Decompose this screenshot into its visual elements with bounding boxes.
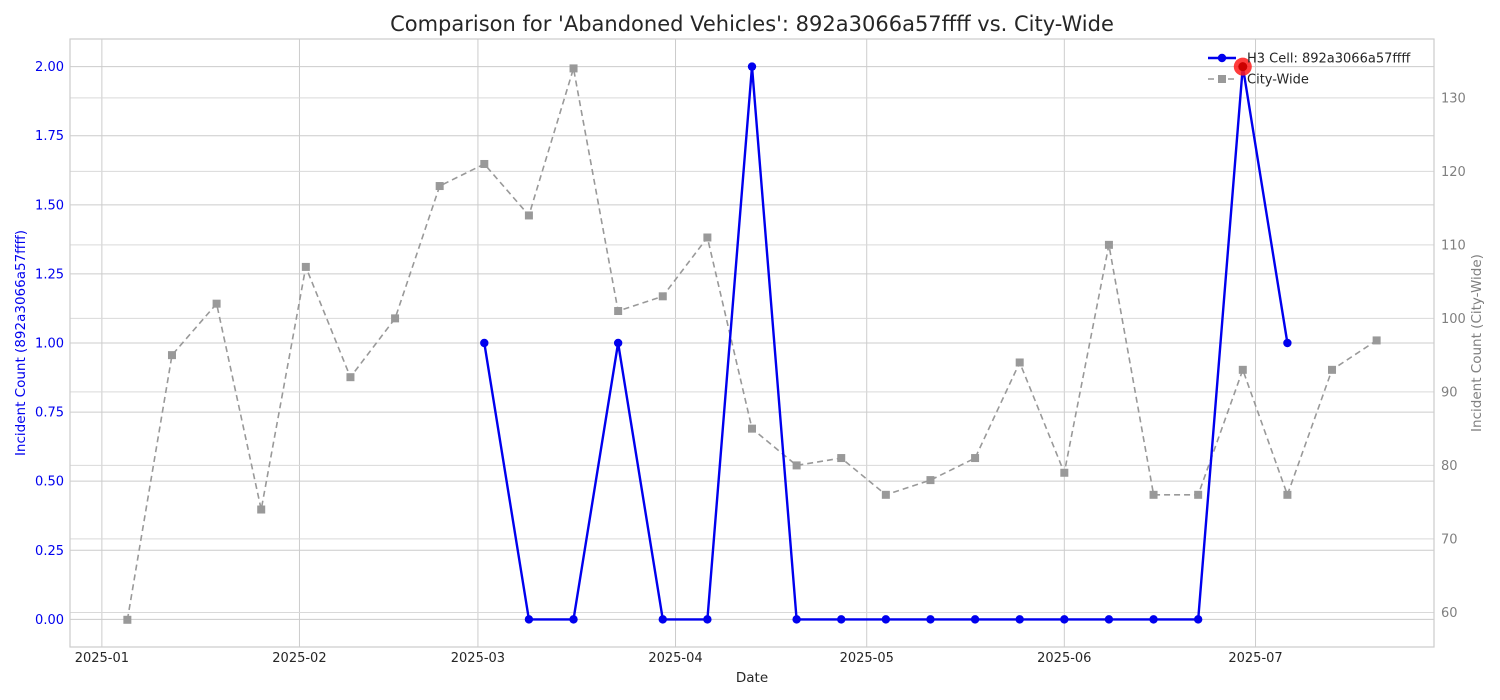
series-layer	[123, 57, 1381, 624]
city-wide-point	[1328, 365, 1337, 374]
city-wide-point	[1238, 365, 1247, 374]
city-wide-point	[881, 490, 890, 499]
city-wide-point	[1104, 240, 1113, 249]
city-wide-point	[1149, 490, 1158, 499]
x-tick-label: 2025-07	[1228, 651, 1282, 666]
h3-cell-point	[792, 615, 801, 624]
city-wide-point	[346, 373, 355, 382]
city-wide-point	[167, 351, 176, 360]
x-tick-label: 2025-03	[451, 651, 505, 666]
x-tick-label: 2025-01	[75, 651, 129, 666]
city-wide-point	[524, 211, 533, 220]
y-right-tick-label: 70	[1441, 532, 1458, 547]
city-wide-point	[792, 461, 801, 470]
x-axis-label: Date	[736, 670, 768, 686]
h3-cell-point	[658, 615, 667, 624]
y-left-tick-label: 1.50	[35, 198, 64, 213]
h3-cell-point	[926, 615, 935, 624]
city-wide-point	[1283, 490, 1292, 499]
city-wide-point	[748, 424, 756, 433]
h3-cell-point	[703, 615, 712, 624]
chart-title: Comparison for 'Abandoned Vehicles': 892…	[390, 12, 1114, 36]
h3-cell-point	[881, 615, 891, 624]
y-right-tick-label: 80	[1441, 459, 1458, 474]
plot-frame	[69, 38, 1435, 648]
city-wide-point	[569, 64, 578, 73]
x-tick-label: 2025-05	[840, 651, 894, 666]
city-wide-point	[212, 299, 221, 308]
y-right-tick-label: 120	[1441, 165, 1466, 180]
x-tick-label: 2025-06	[1037, 651, 1091, 666]
legend-h3-label: H3 Cell: 892a3066a57ffff	[1247, 52, 1411, 67]
y-right-tick-label: 90	[1441, 385, 1458, 400]
h3-cell-point	[613, 338, 623, 348]
highlight-point-core	[1238, 62, 1248, 72]
legend-city-label: City-Wide	[1247, 73, 1309, 88]
x-tick-label: 2025-02	[272, 651, 326, 666]
city-wide-point	[257, 505, 266, 514]
city-wide-point	[123, 615, 132, 624]
y-left-tick-label: 2.00	[35, 60, 64, 75]
city-wide-point	[301, 262, 310, 271]
legend: H3 Cell: 892a3066a57ffff City-Wide	[1208, 52, 1411, 88]
y-axis-right-label: Incident Count (City-Wide)	[1469, 254, 1485, 432]
legend-h3-marker	[1217, 53, 1227, 63]
x-tick-label: 2025-04	[648, 651, 702, 666]
h3-cell-point	[747, 62, 757, 71]
h3-cell-point	[569, 615, 578, 624]
y-axis-left-label: Incident Count (892a3066a57ffff)	[13, 230, 29, 456]
y-right-tick-label: 130	[1441, 91, 1466, 106]
h3-cell-point	[524, 615, 534, 624]
y-right-tick-label: 110	[1441, 238, 1466, 253]
legend-city-marker	[1218, 75, 1226, 83]
axes: 2025-01 2025-02 2025-03 2025-04 2025-05 2025-…	[35, 60, 1466, 666]
y-left-tick-label: 1.00	[35, 337, 64, 352]
city-wide-point	[1372, 336, 1381, 345]
city-wide-point	[391, 314, 400, 323]
y-left-tick-label: 0.75	[35, 406, 64, 421]
city-wide-point	[1060, 468, 1069, 477]
city-wide-point	[926, 476, 935, 485]
y-left-tick-label: 0.50	[35, 475, 64, 490]
city-wide-point	[1015, 358, 1024, 367]
y-left-tick-label: 0.25	[35, 544, 64, 559]
city-wide-point	[703, 233, 712, 242]
city-wide-point	[837, 454, 846, 463]
y-left-tick-label: 1.75	[35, 129, 64, 144]
h3-cell-series	[480, 62, 1292, 624]
y-right-tick-label: 100	[1441, 312, 1466, 327]
h3-cell-point	[1104, 615, 1114, 624]
h3-cell-point	[1060, 615, 1069, 624]
h3-cell-point	[1015, 615, 1024, 624]
city-wide-point	[435, 182, 444, 191]
city-wide-point	[658, 292, 667, 301]
h3-cell-point	[970, 615, 980, 624]
h3-cell-point	[1283, 338, 1292, 348]
grid	[70, 39, 1434, 647]
city-wide-point	[614, 307, 623, 316]
city-wide-point	[971, 454, 980, 463]
y-right-tick-label: 60	[1441, 606, 1458, 621]
h3-cell-point	[837, 615, 846, 624]
city-wide-point	[480, 159, 489, 168]
h3-cell-point	[480, 338, 489, 348]
h3-cell-point	[1193, 615, 1203, 624]
y-left-tick-label: 1.25	[35, 267, 64, 282]
city-wide-series	[123, 64, 1381, 624]
h3-cell-point	[1149, 615, 1158, 624]
city-wide-point	[1194, 490, 1203, 499]
y-left-tick-label: 0.00	[35, 613, 64, 628]
